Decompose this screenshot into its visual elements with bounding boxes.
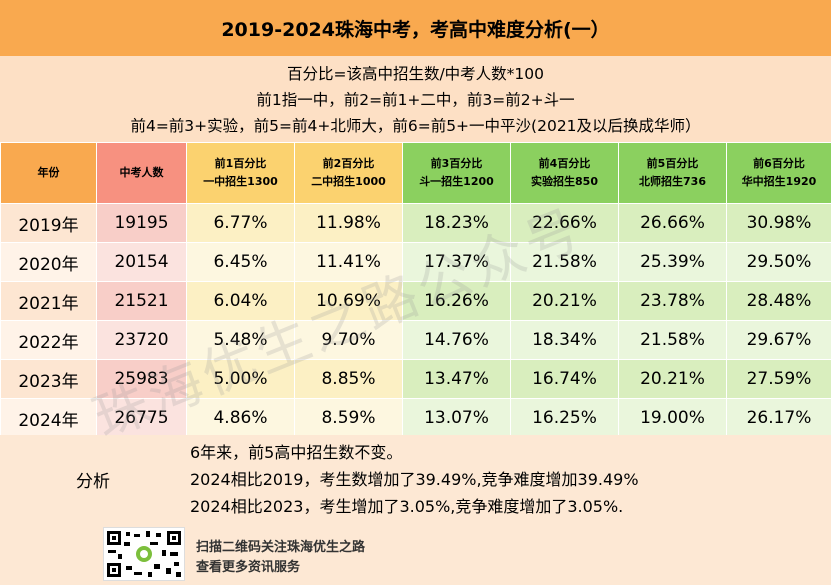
table-row: 2023年 25983 5.00% 8.85% 13.47% 16.74% 20.21% 27… xyxy=(0,359,831,399)
table-cell: 29.50% xyxy=(726,242,831,282)
table-cell: 8.85% xyxy=(294,359,403,399)
table-cell: 16.25% xyxy=(510,398,619,438)
table-cell: 17.37% xyxy=(402,242,511,282)
table-cell: 19.00% xyxy=(618,398,727,438)
table-cell: 10.69% xyxy=(294,281,403,321)
header-year: 年份 xyxy=(0,142,97,204)
page-title: 2019-2024珠海中考，考高中难度分析(一） xyxy=(0,0,831,56)
analysis-section: 分析 6年来，前5高中招生数不变。 2024相比2019，考生数增加了39.49… xyxy=(0,435,831,523)
table-header-row: 年份 中考人数 前1百分比 一中招生1300 前2百分比 二中招生1000 前3百分… xyxy=(0,142,831,204)
definition-notes: 百分比=该高中招生数/中考人数*100 前1指一中，前2=前1+二中，前3=前2… xyxy=(0,56,831,142)
table-cell: 6.45% xyxy=(186,242,295,282)
table-cell: 23.78% xyxy=(618,281,727,321)
table-cell: 14.76% xyxy=(402,320,511,360)
table-cell: 2023年 xyxy=(0,359,97,399)
table-cell: 20.21% xyxy=(618,359,727,399)
analysis-line: 2024相比2019，考生数增加了39.49%,竞争难度增加39.49% xyxy=(190,470,639,489)
table-row: 2019年 19195 6.77% 11.98% 18.23% 22.66% 26.66% 3… xyxy=(0,203,831,243)
table-cell: 2019年 xyxy=(0,203,97,243)
note-line: 前1指一中，前2=前1+二中，前3=前2+斗一 xyxy=(256,91,575,109)
table-cell: 25983 xyxy=(96,359,187,399)
header-top4: 前4百分比 实验招生850 xyxy=(510,142,619,204)
table-cell: 21521 xyxy=(96,281,187,321)
table-cell: 21.58% xyxy=(510,242,619,282)
note-line: 前4=前3+实验，前5=前4+北师大，前6=前5+一中平沙(2021及以后换成华… xyxy=(130,117,701,135)
table-cell: 27.59% xyxy=(726,359,831,399)
header-top5: 前5百分比 北师招生736 xyxy=(618,142,727,204)
table-cell: 2020年 xyxy=(0,242,97,282)
table-cell: 11.41% xyxy=(294,242,403,282)
table-cell: 20154 xyxy=(96,242,187,282)
table-cell: 20.21% xyxy=(510,281,619,321)
table-cell: 13.07% xyxy=(402,398,511,438)
note-line: 百分比=该高中招生数/中考人数*100 xyxy=(286,65,545,83)
table-cell: 16.26% xyxy=(402,281,511,321)
table-cell: 23720 xyxy=(96,320,187,360)
analysis-line: 2024相比2023，考生增加了3.05%,竞争难度增加了3.05%. xyxy=(190,497,624,516)
table-cell: 9.70% xyxy=(294,320,403,360)
table-cell: 2024年 xyxy=(0,398,97,438)
qr-code-icon xyxy=(103,527,185,581)
table-row: 2024年 26775 4.86% 8.59% 13.07% 16.25% 19.00% 26… xyxy=(0,398,831,438)
table-cell: 29.67% xyxy=(726,320,831,360)
table-cell: 18.23% xyxy=(402,203,511,243)
difficulty-table: 年份 中考人数 前1百分比 一中招生1300 前2百分比 二中招生1000 前3百分… xyxy=(0,142,831,438)
footer-text: 扫描二维码关注珠海优生之路 查看更多资讯服务 xyxy=(196,538,365,578)
table-cell: 21.58% xyxy=(618,320,727,360)
table-cell: 30.98% xyxy=(726,203,831,243)
table-row: 2020年 20154 6.45% 11.41% 17.37% 21.58% 25.39% 2… xyxy=(0,242,831,282)
table-cell: 26.17% xyxy=(726,398,831,438)
table-cell: 11.98% xyxy=(294,203,403,243)
table-cell: 18.34% xyxy=(510,320,619,360)
table-cell: 6.04% xyxy=(186,281,295,321)
header-top2: 前2百分比 二中招生1000 xyxy=(294,142,403,204)
table-cell: 4.86% xyxy=(186,398,295,438)
table-cell: 5.00% xyxy=(186,359,295,399)
footer-line: 查看更多资讯服务 xyxy=(196,560,301,575)
table-cell: 2021年 xyxy=(0,281,97,321)
table-cell: 22.66% xyxy=(510,203,619,243)
table-cell: 8.59% xyxy=(294,398,403,438)
table-cell: 6.77% xyxy=(186,203,295,243)
table-cell: 2022年 xyxy=(0,320,97,360)
table-cell: 19195 xyxy=(96,203,187,243)
header-top6: 前6百分比 华中招生1920 xyxy=(726,142,831,204)
table-row: 2022年 23720 5.48% 9.70% 14.76% 18.34% 21.58% 29… xyxy=(0,320,831,360)
analysis-text: 6年来，前5高中招生数不变。 2024相比2019，考生数增加了39.49%,竞… xyxy=(190,439,639,520)
header-top3: 前3百分比 斗一招生1200 xyxy=(402,142,511,204)
table-cell: 26.66% xyxy=(618,203,727,243)
header-exam-count: 中考人数 xyxy=(96,142,187,204)
table-row: 2021年 21521 6.04% 10.69% 16.26% 20.21% 23.78% 2… xyxy=(0,281,831,321)
analysis-label: 分析 xyxy=(76,471,110,492)
table-cell: 25.39% xyxy=(618,242,727,282)
footer-line: 扫描二维码关注珠海优生之路 xyxy=(196,540,366,555)
table-cell: 26775 xyxy=(96,398,187,438)
table-cell: 28.48% xyxy=(726,281,831,321)
header-top1: 前1百分比 一中招生1300 xyxy=(186,142,295,204)
table-cell: 16.74% xyxy=(510,359,619,399)
analysis-line: 6年来，前5高中招生数不变。 xyxy=(190,443,403,462)
table-cell: 5.48% xyxy=(186,320,295,360)
table-cell: 13.47% xyxy=(402,359,511,399)
